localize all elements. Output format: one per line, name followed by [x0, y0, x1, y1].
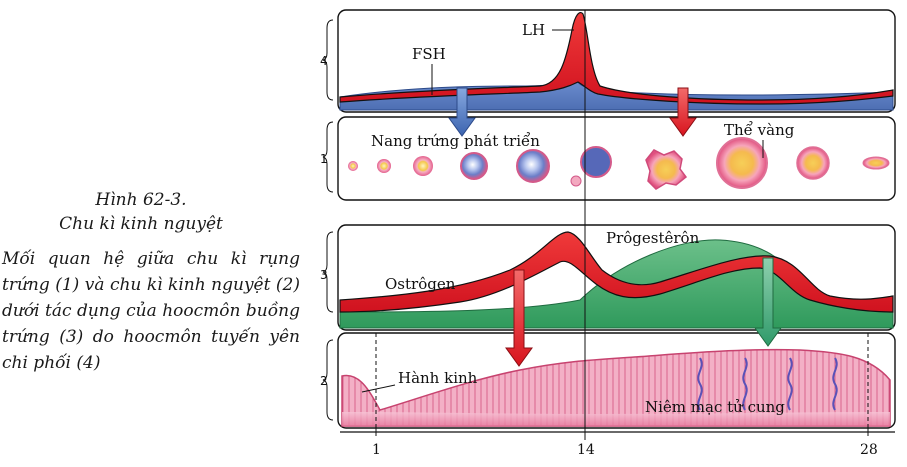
- follicle-stage-5: [516, 149, 550, 183]
- row-label-1: 1: [320, 152, 328, 166]
- follicle-stage-2: [377, 159, 391, 173]
- day-14-label: 14: [577, 442, 595, 458]
- row-label-3: 3: [320, 268, 328, 282]
- follicle-label: Nang trứng phát triển: [371, 132, 540, 150]
- endometrium-base: [342, 412, 890, 426]
- row-label-2: 2: [320, 374, 328, 388]
- estrogen-curve: [339, 231, 894, 313]
- day-axis: 1 14 28: [340, 428, 895, 458]
- menstruation-label: Hành kinh: [398, 369, 478, 387]
- follicle-stage-1: [348, 161, 358, 171]
- lh-curve: [339, 11, 894, 105]
- arrows-ovary-to-uterus: [505, 257, 782, 367]
- panel-uterus: Hành kinh Niêm mạc tử cung: [337, 332, 896, 429]
- panel-ovarian-hormones: Ostrôgen Prôgestêrôn: [337, 224, 896, 331]
- corpus-luteum-early: [645, 149, 688, 190]
- spiral-arteries: [697, 357, 838, 411]
- progesterone-label: Prôgestêrôn: [606, 229, 700, 247]
- lh-label: LH: [522, 21, 545, 39]
- panel-ovary: Nang trứng phát triển Thể vàng: [337, 116, 896, 201]
- brace-1: [322, 121, 334, 193]
- estrogen-label: Ostrôgen: [385, 275, 456, 293]
- brace-3: [322, 231, 334, 313]
- endometrium-label: Niêm mạc tử cung: [645, 398, 785, 416]
- fsh-label: FSH: [412, 45, 446, 63]
- panel-pituitary-hormones: FSH LH: [337, 9, 896, 113]
- released-egg: [570, 175, 582, 187]
- day-28-label: 28: [860, 442, 878, 458]
- arrows-pituitary-to-ovary: [448, 87, 697, 137]
- row-labels: 4 1 3 2: [320, 19, 334, 421]
- row-label-4: 4: [320, 54, 328, 68]
- menstruation-leader-line: [361, 384, 396, 393]
- figure-caption: Hình 62-3. Chu kì kinh nguyệt Mối quan h…: [0, 188, 300, 376]
- fsh-arrow: [448, 87, 476, 137]
- figure-title: Hình 62-3.: [95, 190, 187, 210]
- estrogen-arrow: [505, 269, 533, 367]
- follicle-stage-3: [413, 156, 433, 176]
- figure-description: Mối quan hệ giữa chu kì rụng trứng (1) v…: [2, 249, 300, 373]
- corpus-luteum: [716, 137, 768, 189]
- follicle-stage-4: [460, 152, 488, 180]
- corpus-luteum-regressing: [796, 146, 830, 180]
- progesterone-arrow: [754, 257, 782, 347]
- ovulating-follicle: [580, 146, 612, 178]
- figure-subtitle: Chu kì kinh nguyệt: [59, 214, 223, 234]
- brace-2: [322, 339, 334, 421]
- day-1-label: 1: [372, 442, 381, 458]
- lh-arrow: [669, 87, 697, 137]
- endometrium: [341, 348, 891, 427]
- brace-4: [322, 19, 334, 101]
- corpus-albicans: [862, 156, 890, 170]
- corpus-luteum-label: Thể vàng: [724, 121, 795, 139]
